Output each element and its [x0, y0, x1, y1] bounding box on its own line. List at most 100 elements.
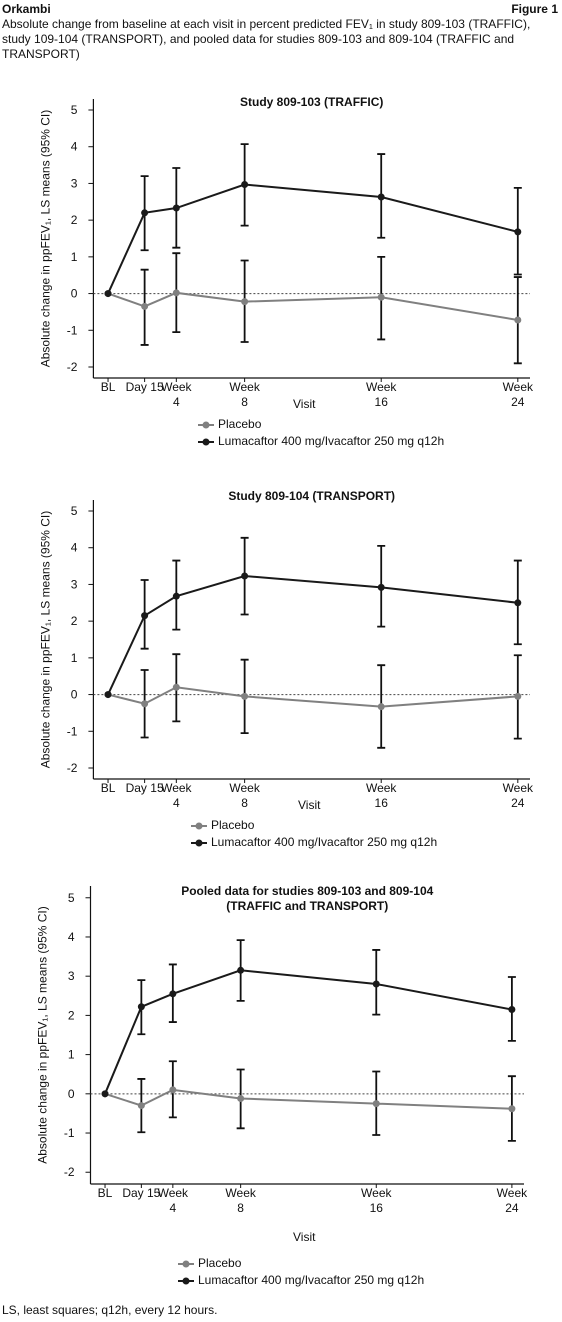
data-point: [172, 683, 180, 691]
y-axis-label: Absolute change in ppFEV₁, LS means (95%…: [38, 511, 52, 769]
y-tick-label: -1: [67, 724, 78, 738]
y-tick-label: 1: [71, 651, 78, 665]
x-tick-label: Week 16: [361, 1186, 392, 1215]
y-tick-label: -2: [67, 360, 78, 374]
x-tick-label: Week 24: [502, 380, 534, 409]
x-tick-label: Week 16: [365, 781, 397, 810]
legend-label: Placebo: [198, 1256, 242, 1270]
legend-marker: [182, 1277, 190, 1285]
data-point: [141, 209, 149, 217]
legend-marker: [195, 839, 203, 847]
data-point: [514, 228, 522, 236]
legend-marker: [195, 822, 203, 830]
y-tick-label: 2: [71, 614, 78, 628]
series-line: [104, 1088, 512, 1110]
x-tick-label: Week 8: [229, 781, 260, 810]
x-tick-label: Day 15: [122, 1186, 161, 1200]
series-line: [107, 291, 518, 321]
data-point: [104, 290, 112, 298]
data-point: [241, 181, 249, 189]
data-point: [141, 700, 149, 708]
data-point: [141, 302, 149, 310]
x-tick-label: Week 24: [496, 1186, 528, 1215]
y-tick-label: 4: [71, 541, 78, 555]
data-point: [514, 599, 522, 607]
data-point: [169, 990, 177, 998]
series-line: [104, 969, 513, 1095]
y-tick-label: 4: [68, 930, 75, 944]
x-axis-label: Visit: [298, 798, 321, 812]
data-point: [372, 980, 380, 988]
y-tick-label: 0: [71, 688, 78, 702]
data-point: [241, 692, 249, 700]
x-tick-label: Week 4: [157, 1186, 189, 1215]
data-point: [377, 193, 385, 201]
data-point: [372, 1100, 380, 1108]
y-tick-label: 4: [71, 140, 78, 154]
x-tick-label: BL: [100, 781, 116, 795]
data-point: [237, 966, 245, 974]
y-axis-label: Absolute change in ppFEV₁, LS means (95%…: [38, 110, 52, 368]
legend-label: Placebo: [211, 818, 255, 832]
figure-label: Figure 1: [511, 2, 558, 16]
data-point: [508, 1006, 516, 1014]
y-tick-label: 3: [71, 577, 78, 591]
legend-marker: [202, 421, 210, 429]
y-tick-label: 5: [68, 891, 75, 905]
chart-title: Pooled data for studies 809-103 and 809-…: [181, 884, 434, 913]
series-line: [107, 574, 518, 695]
y-tick-label: 0: [71, 287, 78, 301]
y-tick-label: -2: [64, 1165, 75, 1179]
x-tick-label: Week 4: [161, 781, 192, 810]
x-axis-label: Visit: [293, 397, 316, 411]
data-point: [101, 1090, 109, 1098]
caption: Absolute change from baseline at each vi…: [2, 17, 531, 61]
y-tick-label: 1: [71, 250, 78, 264]
legend-marker: [202, 438, 210, 446]
x-tick-label: Week 8: [229, 380, 260, 409]
data-point: [237, 1095, 245, 1103]
data-point: [169, 1086, 177, 1094]
x-tick-label: BL: [100, 380, 116, 394]
data-point: [104, 691, 112, 699]
y-tick-label: -1: [64, 1126, 75, 1140]
legend-label: Placebo: [218, 417, 262, 431]
data-point: [172, 592, 180, 600]
y-tick-label: 2: [68, 1008, 75, 1022]
data-point: [137, 1003, 145, 1011]
y-tick-label: 5: [71, 103, 78, 117]
data-point: [241, 298, 249, 306]
y-tick-label: 2: [71, 213, 78, 227]
data-point: [172, 289, 180, 297]
y-tick-label: 5: [71, 504, 78, 518]
data-point: [514, 316, 522, 324]
legend-label: Lumacaftor 400 mg/Ivacaftor 250 mg q12h: [218, 434, 445, 448]
data-point: [514, 692, 522, 700]
product-name: Orkambi: [2, 2, 51, 16]
y-tick-label: 0: [68, 1087, 75, 1101]
data-point: [141, 612, 149, 620]
data-point: [508, 1105, 516, 1113]
chart-title: Study 809-104 (TRANSPORT): [228, 489, 396, 503]
legend-label: Lumacaftor 400 mg/Ivacaftor 250 mg q12h: [198, 1273, 425, 1287]
legend-label: Lumacaftor 400 mg/Ivacaftor 250 mg q12h: [211, 835, 438, 849]
y-tick-label: 1: [68, 1048, 75, 1062]
x-tick-label: Week 4: [161, 380, 192, 409]
y-tick-label: -2: [67, 761, 78, 775]
data-point: [377, 293, 385, 301]
x-tick-label: Day 15: [125, 781, 164, 795]
series-line: [107, 183, 519, 294]
data-point: [172, 204, 180, 212]
y-tick-label: 3: [71, 176, 78, 190]
x-tick-label: Week 16: [365, 380, 397, 409]
legend-marker: [182, 1260, 190, 1268]
x-axis-label: Visit: [293, 1230, 316, 1244]
footnote: LS, least squares; q12h, every 12 hours.: [2, 1303, 218, 1317]
data-point: [137, 1102, 145, 1110]
x-tick-label: Day 15: [125, 380, 164, 394]
data-point: [241, 572, 249, 580]
chart-title: Study 809-103 (TRAFFIC): [240, 95, 384, 109]
data-point: [377, 583, 385, 591]
